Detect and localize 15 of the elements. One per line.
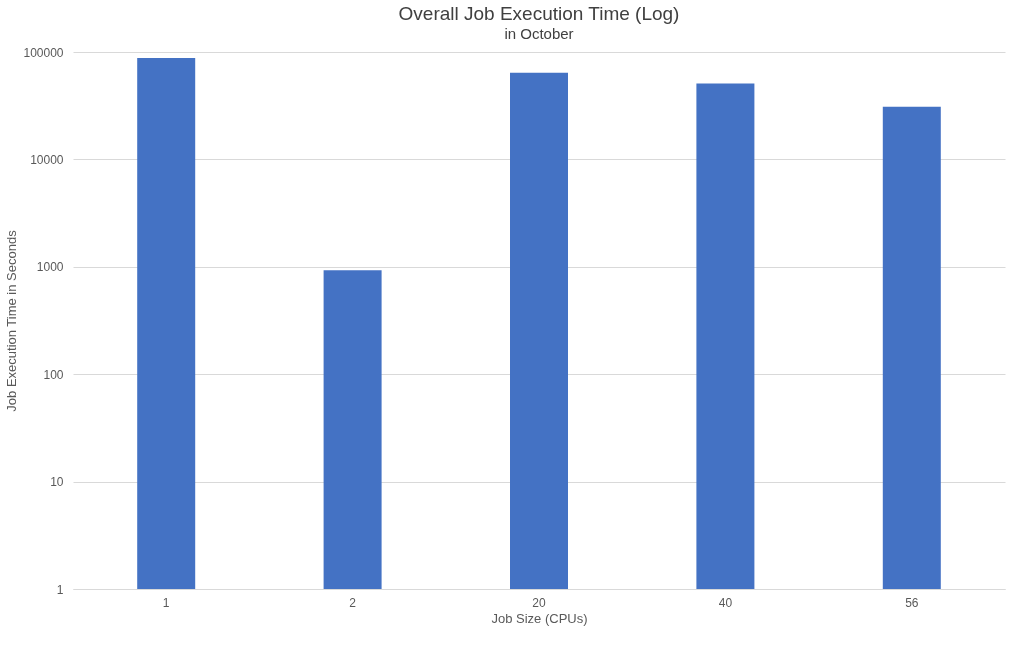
x-tick-label: 20 xyxy=(532,595,546,610)
y-tick-label: 1 xyxy=(56,582,64,597)
x-tick-label: 2 xyxy=(349,595,357,610)
x-tick-label: 1 xyxy=(162,595,170,610)
chart-subtitle: in October xyxy=(504,25,574,42)
y-tick-label: 100 xyxy=(43,367,64,382)
y-tick-label: 10000 xyxy=(30,152,64,167)
y-tick-label: 10 xyxy=(50,475,64,490)
chart-title: Overall Job Execution Time (Log) xyxy=(398,3,680,24)
x-tick-label: 56 xyxy=(905,595,919,610)
x-tick-label: 40 xyxy=(718,595,733,610)
y-tick-label: 100000 xyxy=(23,45,64,60)
x-axis-title: Job Size (CPUs) xyxy=(491,610,588,626)
y-tick-label: 1000 xyxy=(36,260,64,275)
y-axis-title: Job Execution Time in Seconds xyxy=(4,229,20,412)
